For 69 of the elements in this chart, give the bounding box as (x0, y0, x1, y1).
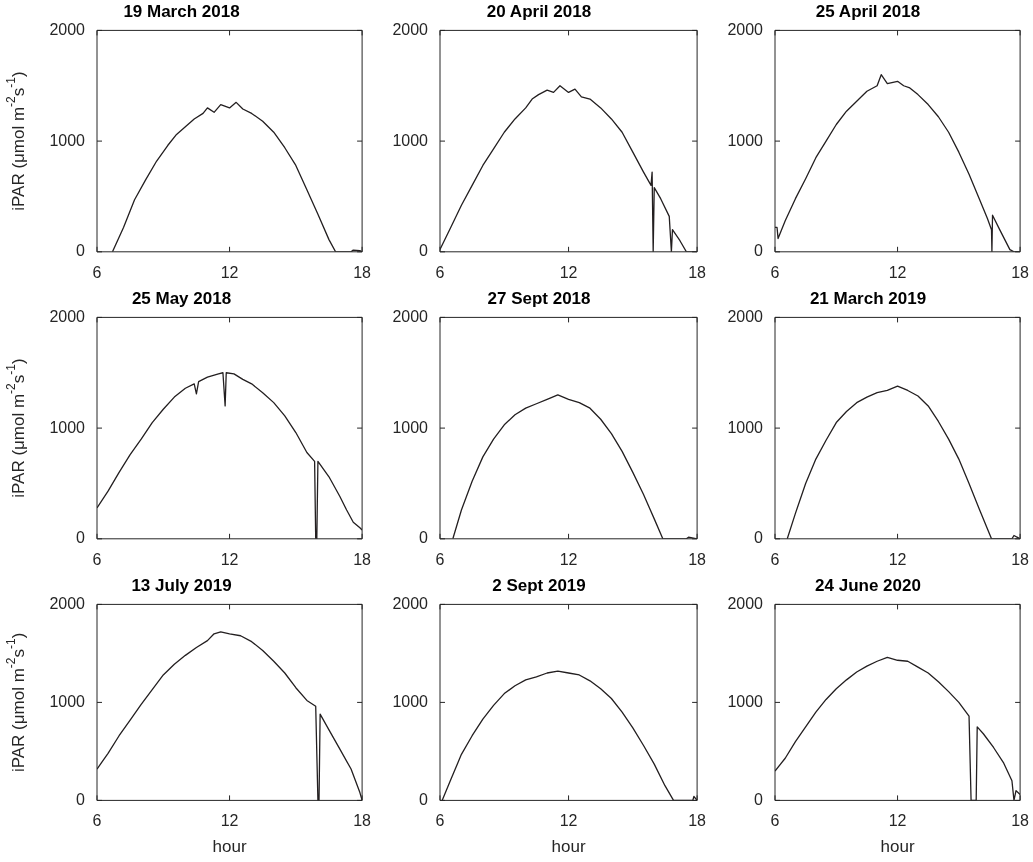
x-tick-label: 12 (888, 550, 907, 568)
y-tick-label: 0 (754, 529, 764, 547)
x-tick-label: 12 (220, 812, 239, 830)
y-tick-label: 1000 (392, 131, 429, 149)
y-tick-label: 1000 (392, 418, 429, 436)
x-tick-label: 6 (435, 263, 445, 281)
chart-title: 25 May 2018 (131, 288, 232, 308)
x-tick-label: 12 (888, 263, 907, 281)
y-tick-label: 0 (76, 529, 86, 547)
y-axis-title: iPAR (μmol m-2s-1) (4, 358, 28, 498)
chart-title: 2 Sept 2019 (492, 575, 586, 595)
y-tick-label: 0 (419, 790, 429, 808)
x-tick-label: 12 (888, 812, 907, 830)
chart-title: 25 April 2018 (815, 1, 921, 21)
x-tick-label: 6 (770, 550, 780, 568)
x-tick-label: 18 (688, 550, 707, 568)
x-tick-label: 12 (559, 812, 578, 830)
chart-title: 13 July 2019 (131, 575, 232, 595)
x-tick-label: 6 (435, 812, 445, 830)
y-tick-label: 1000 (49, 692, 86, 710)
x-tick-label: 18 (688, 812, 707, 830)
y-tick-label: 2000 (49, 594, 86, 612)
x-tick-label: 18 (1011, 263, 1030, 281)
x-axis-title: hour (551, 837, 586, 857)
x-tick-label: 12 (559, 550, 578, 568)
y-tick-label: 2000 (392, 20, 429, 38)
x-tick-label: 18 (353, 812, 372, 830)
y-tick-label: 2000 (49, 307, 86, 325)
y-tick-label: 1000 (49, 418, 86, 436)
y-axis-title: iPAR (μmol m-2s-1) (4, 71, 28, 211)
chart-title: 21 March 2019 (809, 288, 927, 308)
x-tick-label: 12 (559, 263, 578, 281)
x-tick-label: 6 (435, 550, 445, 568)
y-tick-label: 0 (754, 242, 764, 260)
x-tick-label: 6 (770, 812, 780, 830)
y-tick-label: 2000 (49, 20, 86, 38)
y-tick-label: 2000 (727, 594, 764, 612)
x-axis-title: hour (880, 837, 915, 857)
x-tick-label: 6 (92, 812, 102, 830)
x-tick-label: 12 (220, 263, 239, 281)
chart-title: 19 March 2018 (123, 1, 240, 21)
y-tick-label: 1000 (727, 692, 764, 710)
y-tick-label: 1000 (392, 692, 429, 710)
y-tick-label: 0 (419, 242, 429, 260)
x-tick-label: 18 (1011, 550, 1030, 568)
y-tick-label: 2000 (392, 307, 429, 325)
y-tick-label: 2000 (392, 594, 429, 612)
y-tick-label: 0 (76, 242, 86, 260)
x-tick-label: 6 (92, 263, 102, 281)
y-tick-label: 1000 (49, 131, 86, 149)
y-tick-label: 2000 (727, 307, 764, 325)
x-tick-label: 18 (353, 263, 372, 281)
chart-title: 27 Sept 2018 (487, 288, 591, 308)
y-axis-title: iPAR (μmol m-2s-1) (4, 632, 28, 773)
x-tick-label: 6 (92, 550, 102, 568)
chart-title: 20 April 2018 (486, 1, 592, 21)
x-tick-label: 18 (688, 263, 707, 281)
chart-title: 24 June 2020 (815, 575, 921, 595)
x-tick-label: 18 (1011, 812, 1030, 830)
x-tick-label: 18 (353, 550, 372, 568)
y-tick-label: 1000 (727, 131, 764, 149)
y-tick-label: 2000 (727, 20, 764, 38)
x-axis-title: hour (212, 837, 247, 857)
y-tick-label: 0 (754, 790, 764, 808)
y-tick-label: 0 (419, 529, 429, 547)
x-tick-label: 12 (220, 550, 239, 568)
x-tick-label: 6 (770, 263, 780, 281)
y-tick-label: 1000 (727, 418, 764, 436)
y-tick-label: 0 (76, 790, 86, 808)
